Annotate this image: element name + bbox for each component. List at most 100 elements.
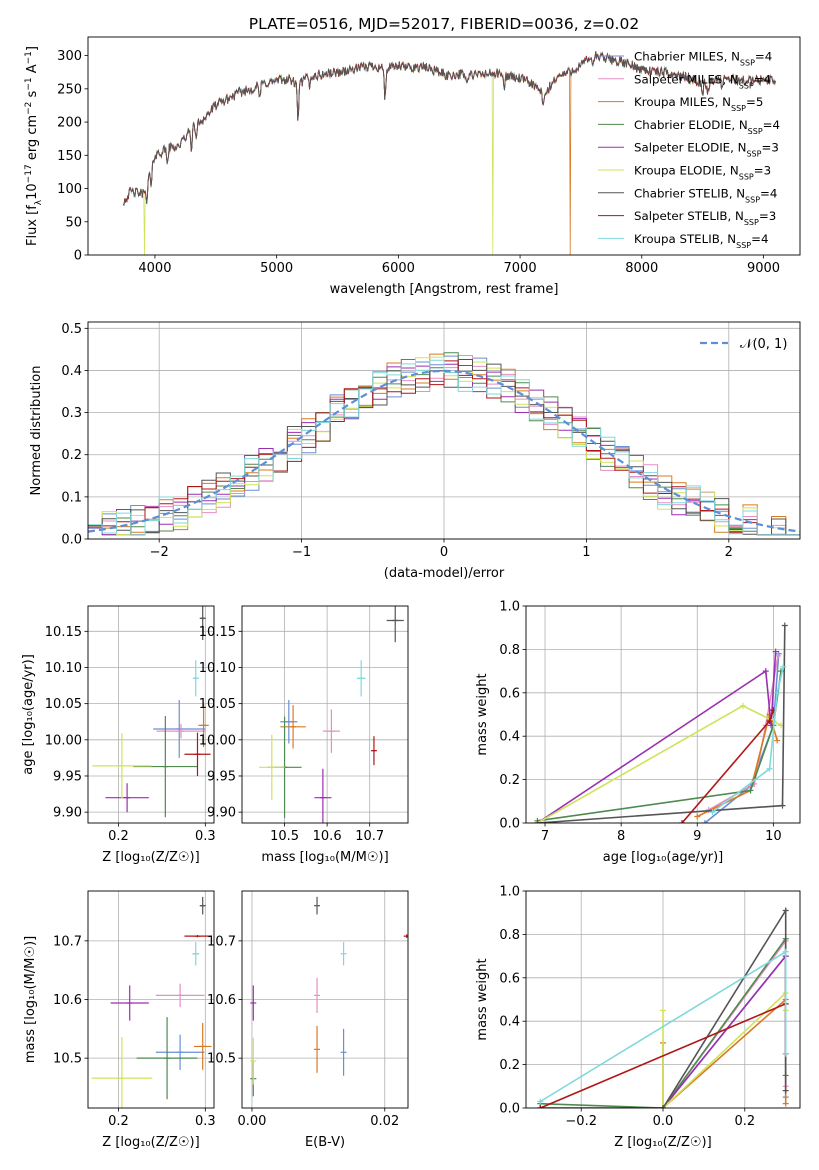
mass-vs-ebv-ytick-label: 10.6: [207, 993, 236, 1008]
mass-vs-Z-ylabel: mass [log₁₀(M/M☉)]: [23, 936, 38, 1063]
spectrum-ylabel-part: −1: [24, 51, 34, 64]
spectrum-ytick-label: 50: [65, 215, 82, 230]
legend-text: Chabrier STELIB, N: [634, 186, 745, 200]
legend-label-6: Chabrier STELIB, NSSP=4: [634, 186, 777, 204]
massweight-vs-Z-marker-5: [660, 1007, 666, 1014]
age-vs-Z-xtick-label: 0.2: [108, 829, 129, 844]
legend-label-4: Salpeter ELODIE, NSSP=3: [634, 141, 779, 159]
legend-tail: =3: [754, 164, 771, 178]
mass-vs-Z-ytick-label: 10.7: [53, 934, 82, 949]
spectrum-ylabel-part: ]: [25, 46, 40, 51]
legend-text: Salpeter ELODIE, N: [634, 141, 746, 155]
spectrum-ylabel-part: A: [25, 64, 40, 77]
massweight-vs-age-marker-8: [766, 765, 773, 772]
massweight-vs-age-series-4: [536, 651, 777, 823]
spectrum-ytick-label: 0: [74, 249, 82, 264]
legend-tail: =3: [761, 141, 778, 155]
age-vs-Z-ytick-label: 10.05: [45, 697, 82, 712]
mass-vs-Z-xtick-label: 0.3: [195, 1114, 216, 1129]
massweight-vs-Z-ylabel: mass weight: [475, 958, 490, 1040]
mass-vs-ebv-plot-area: [242, 891, 408, 1108]
spectrum-ylabel-part: Flux [f: [25, 205, 40, 246]
legend-sub: SSP: [745, 195, 760, 204]
massweight-vs-Z-xtick-label: 0.2: [734, 1114, 755, 1129]
mass-vs-ebv-xlabel: E(B-V): [305, 1135, 345, 1150]
legend-tail: =4: [755, 50, 772, 64]
legend-sub: SSP: [739, 81, 754, 90]
massweight-vs-Z-xtick-label: 0.0: [653, 1114, 674, 1129]
gaussian-legend-label: 𝒩(0, 1): [740, 337, 787, 352]
mass-vs-Z-xlabel: Z [log₁₀(Z/Z☉)]: [102, 1135, 199, 1150]
legend-sub: SSP: [740, 58, 755, 67]
massweight-vs-Z-ytick-label: 0.6: [499, 971, 520, 986]
spectrum-ytick-label: 300: [57, 49, 82, 64]
massweight-vs-age-series-2: [696, 711, 778, 818]
massweight-vs-Z-frame: [525, 890, 801, 1109]
massweight-vs-Z-xtick-label: −0.2: [565, 1114, 597, 1129]
mass-vs-ebv-ytick-label: 10.7: [207, 934, 236, 949]
massweight-vs-Z-marker-8: [782, 1050, 789, 1057]
residuals-xlabel: (data-model)/error: [384, 566, 505, 581]
massweight-vs-age-series-6: [537, 625, 786, 823]
mass-vs-ebv-xtick-label: 0.00: [237, 1114, 266, 1129]
mass-vs-Z-ytick-label: 10.5: [53, 1052, 82, 1067]
mass-vs-ebv-frame: [241, 890, 409, 1109]
legend-text: Kroupa MILES, N: [634, 95, 731, 109]
mass-vs-Z-plot-area: [88, 891, 214, 1108]
legend-tail: =4: [751, 232, 768, 246]
spectrum-xtick-label: 6000: [382, 261, 415, 276]
mass-vs-ebv-ytick-label: 10.5: [207, 1052, 236, 1067]
residuals-ytick-label: 0.5: [61, 322, 82, 337]
massweight-vs-age-marker-4: [768, 722, 775, 729]
massweight-vs-age-marker-4: [762, 668, 769, 675]
massweight-vs-age-marker-2: [694, 813, 701, 820]
massweight-vs-Z-xlabel: Z [log₁₀(Z/Z☉)]: [614, 1135, 711, 1150]
legend-text: Kroupa ELODIE, N: [634, 164, 739, 178]
massweight-vs-age-frame: [525, 605, 801, 824]
age-vs-Z-ytick-label: 10.00: [45, 733, 82, 748]
legend-label-2: Kroupa MILES, NSSP=5: [634, 95, 763, 113]
legend-label-8: Kroupa STELIB, NSSP=4: [634, 232, 768, 250]
age-vs-mass-frame: [241, 605, 409, 824]
legend-sub: SSP: [739, 172, 754, 181]
mass-vs-Z-frame: [87, 890, 215, 1109]
legend-text: Chabrier MILES, N: [634, 50, 740, 64]
legend-label-0: Chabrier MILES, NSSP=4: [634, 50, 772, 68]
figure-title: PLATE=0516, MJD=52017, FIBERID=0036, z=0…: [249, 15, 639, 33]
massweight-vs-age-ylabel: mass weight: [475, 673, 490, 755]
massweight-vs-age-marker-0: [701, 820, 708, 823]
age-vs-mass-ytick-label: 9.90: [207, 806, 236, 821]
massweight-vs-age-series-1: [708, 655, 779, 811]
residual-hist-7: [88, 360, 800, 539]
massweight-vs-age-ytick-label: 0.6: [499, 686, 520, 701]
massweight-vs-age-marker-7: [766, 718, 773, 725]
residuals-ylabel: Normed distribution: [29, 366, 44, 496]
massweight-vs-Z-marker-2: [782, 1100, 789, 1107]
massweight-vs-Z-ytick-label: 0.2: [499, 1058, 520, 1073]
massweight-vs-age-marker-4: [772, 648, 779, 655]
residuals-xtick-label: 2: [725, 545, 733, 560]
spectrum-plot-area: [122, 51, 776, 255]
legend-tail: =4: [763, 118, 780, 132]
massweight-vs-Z-ytick-label: 0.4: [499, 1015, 520, 1030]
legend-text: Kroupa STELIB, N: [634, 232, 736, 246]
massweight-vs-age-xlabel: age [log₁₀(age/yr)]: [603, 850, 724, 865]
spectrum-xtick-label: 7000: [504, 261, 537, 276]
age-vs-mass-plot-area: [242, 606, 408, 823]
age-vs-Z-ytick-label: 9.95: [53, 769, 82, 784]
age-vs-Z-panel: 0.2 0.3 9.90 9.95 10.00 10.05 10.10 10.15 Z [log…: [21, 605, 216, 865]
spectrum-ytick-label: 100: [57, 182, 82, 197]
massweight-vs-age-marker-6: [534, 820, 541, 823]
spectrum-ylabel-part: −17: [24, 164, 34, 183]
residual-hist-8: [88, 359, 800, 539]
massweight-vs-Z-series-7: [539, 1003, 787, 1108]
massweight-vs-age-ytick-label: 0.4: [499, 730, 520, 745]
spectrum-line-6: [123, 51, 776, 207]
legend-text: Chabrier ELODIE, N: [634, 118, 748, 132]
massweight-vs-Z-ytick-label: 1.0: [499, 885, 520, 900]
spectrum-panel: 4000 5000 6000 7000 8000 9000 0 50 100 150 200 250 3…: [24, 36, 801, 297]
legend-sub: SSP: [744, 218, 759, 227]
age-vs-Z-plot-area: [88, 606, 214, 823]
age-vs-mass-ytick-label: 9.95: [207, 769, 236, 784]
mass-vs-Z-panel: 0.2 0.3 10.5 10.6 10.7 Z [log₁₀(Z/Z☉)] mass [l…: [23, 890, 216, 1150]
